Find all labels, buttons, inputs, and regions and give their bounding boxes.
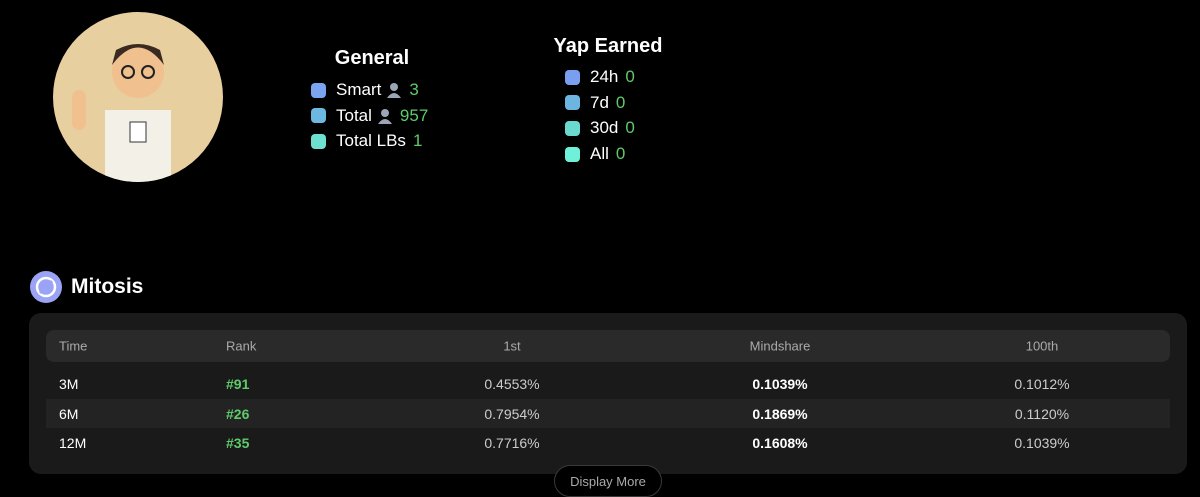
stat-item: Total 957: [311, 105, 428, 127]
table-cell: 0.1869%: [752, 405, 808, 422]
bullet: [311, 133, 326, 149]
column-header: Rank: [226, 338, 257, 354]
bullet: [565, 146, 580, 162]
bullet: [565, 69, 580, 85]
avatar: [53, 12, 223, 182]
column-header: Mindshare: [749, 338, 811, 354]
stat-label: 7d: [590, 92, 609, 112]
table-cell: 12M: [59, 435, 87, 451]
bullet: [311, 108, 326, 123]
table-cell: 0.1120%: [1014, 405, 1070, 422]
table-cell: #26: [226, 405, 250, 422]
table-cell: 0.1608%: [752, 435, 808, 451]
stat-label: Total LBs: [336, 131, 406, 150]
stat-value: 3: [409, 80, 419, 99]
row-highlight: [46, 399, 1170, 428]
table-cell: 0.7716%: [484, 435, 540, 451]
display-more-button[interactable]: Display More: [554, 465, 662, 497]
bullet: [565, 95, 580, 111]
stat-value: 0: [615, 92, 626, 112]
stat-item: Smart 3: [311, 79, 419, 101]
block-title: Yap Earned: [553, 35, 663, 57]
stat-value: 0: [625, 67, 635, 86]
table-cell: 6M: [59, 405, 79, 422]
table-cell: #35: [226, 435, 250, 451]
stat-value: 1: [412, 131, 423, 150]
bullet: [565, 120, 580, 136]
table-cell: 0.1039%: [1014, 435, 1070, 451]
table-cell: 0.1012%: [1014, 376, 1070, 392]
table-cell: #91: [226, 376, 250, 392]
table-cell: 0.7954%: [484, 405, 540, 422]
stat-value: 0: [625, 118, 635, 138]
table-cell: 0.4553%: [484, 376, 540, 392]
bullet: [311, 82, 326, 98]
stat-label: Total: [336, 105, 372, 125]
block-title: General: [334, 47, 410, 69]
table-cell: 3M: [59, 376, 79, 392]
section-title: Mitosis: [71, 275, 144, 298]
table-cell: 0.1039%: [752, 376, 808, 392]
stat-value: 0: [615, 144, 626, 164]
stat-label: Smart: [336, 80, 382, 99]
column-header: 100th: [1025, 338, 1059, 354]
column-header: Time: [59, 338, 88, 354]
stat-item: All 0: [565, 143, 625, 165]
table-header: [46, 330, 1170, 362]
stat-label: 30d: [590, 118, 619, 138]
person-icon: [387, 83, 402, 98]
stat-item: Total LBs 1: [311, 130, 422, 152]
stat-item: 30d 0: [565, 117, 635, 139]
mitosis-icon: [30, 271, 62, 303]
stat-label: 24h: [590, 67, 619, 86]
column-header: 1st: [503, 338, 521, 354]
stat-value: 957: [399, 105, 429, 125]
person-icon: [377, 108, 392, 124]
stat-item: 24h 0: [565, 66, 635, 88]
stat-label: All: [590, 144, 609, 164]
stat-item: 7d 0: [565, 92, 625, 114]
